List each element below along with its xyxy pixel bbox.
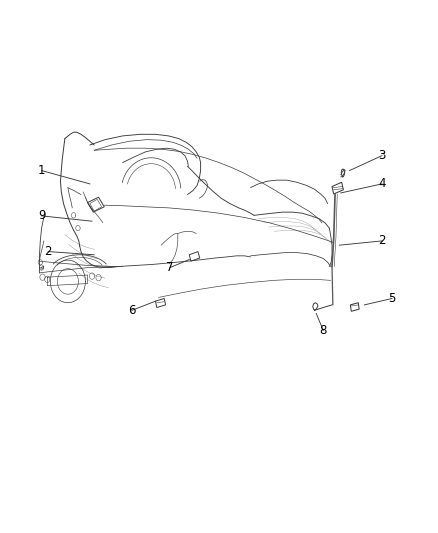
Text: 2: 2 [44, 245, 52, 258]
Text: 1: 1 [38, 164, 46, 177]
Text: 2: 2 [378, 235, 386, 247]
Text: 5: 5 [389, 292, 396, 305]
Text: 7: 7 [166, 261, 174, 274]
Text: 9: 9 [38, 209, 46, 222]
Text: 3: 3 [378, 149, 385, 162]
Text: 8: 8 [320, 324, 327, 337]
Text: 4: 4 [378, 177, 386, 190]
Text: 6: 6 [128, 304, 136, 317]
